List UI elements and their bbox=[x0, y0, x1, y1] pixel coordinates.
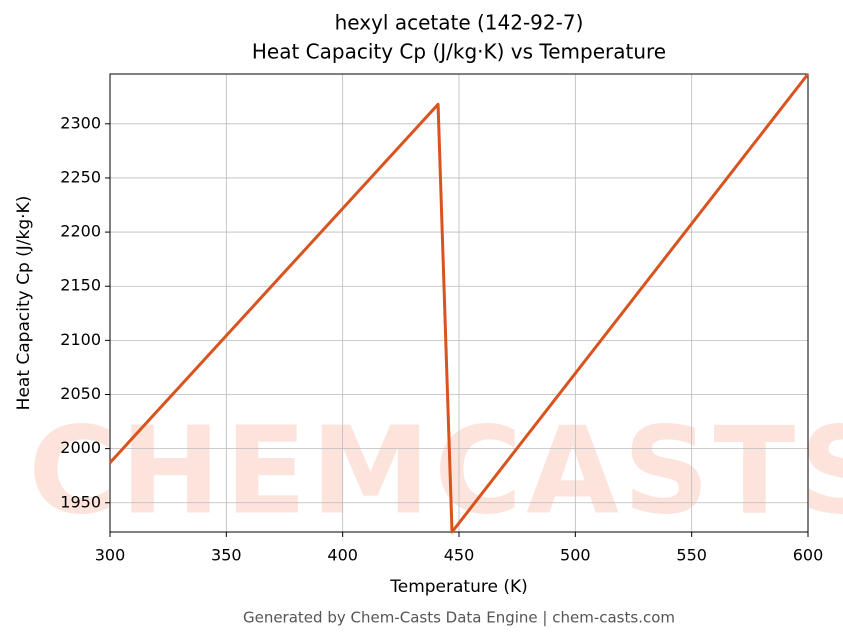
x-tick-label: 600 bbox=[793, 546, 824, 565]
y-tick-label: 2000 bbox=[60, 438, 101, 457]
x-axis-label: Temperature (K) bbox=[389, 577, 528, 597]
watermark: CHEMCASTS bbox=[28, 403, 843, 542]
y-tick-label: 2050 bbox=[60, 384, 101, 403]
y-axis-label: Heat Capacity Cp (J/kg·K) bbox=[14, 196, 34, 411]
x-tick-label: 550 bbox=[676, 546, 707, 565]
x-tick-label: 400 bbox=[327, 546, 358, 565]
y-tick-label: 2200 bbox=[60, 222, 101, 241]
x-tick-label: 300 bbox=[95, 546, 126, 565]
chart-title: hexyl acetate (142-92-7) bbox=[335, 11, 584, 35]
x-tick-label: 350 bbox=[211, 546, 242, 565]
plot-frame bbox=[109, 73, 809, 533]
chart-subtitle: Heat Capacity Cp (J/kg·K) vs Temperature bbox=[252, 40, 666, 64]
footer: Generated by Chem-Casts Data Engine | ch… bbox=[243, 609, 675, 627]
y-tick-label: 2300 bbox=[60, 113, 101, 132]
x-tick-label: 450 bbox=[444, 546, 475, 565]
data-line bbox=[108, 73, 810, 534]
y-tick-label: 1950 bbox=[60, 492, 101, 511]
y-tick-label: 2100 bbox=[60, 330, 101, 349]
x-tick-label: 500 bbox=[560, 546, 591, 565]
y-tick-label: 2150 bbox=[60, 276, 101, 295]
y-tick-label: 2250 bbox=[60, 167, 101, 186]
